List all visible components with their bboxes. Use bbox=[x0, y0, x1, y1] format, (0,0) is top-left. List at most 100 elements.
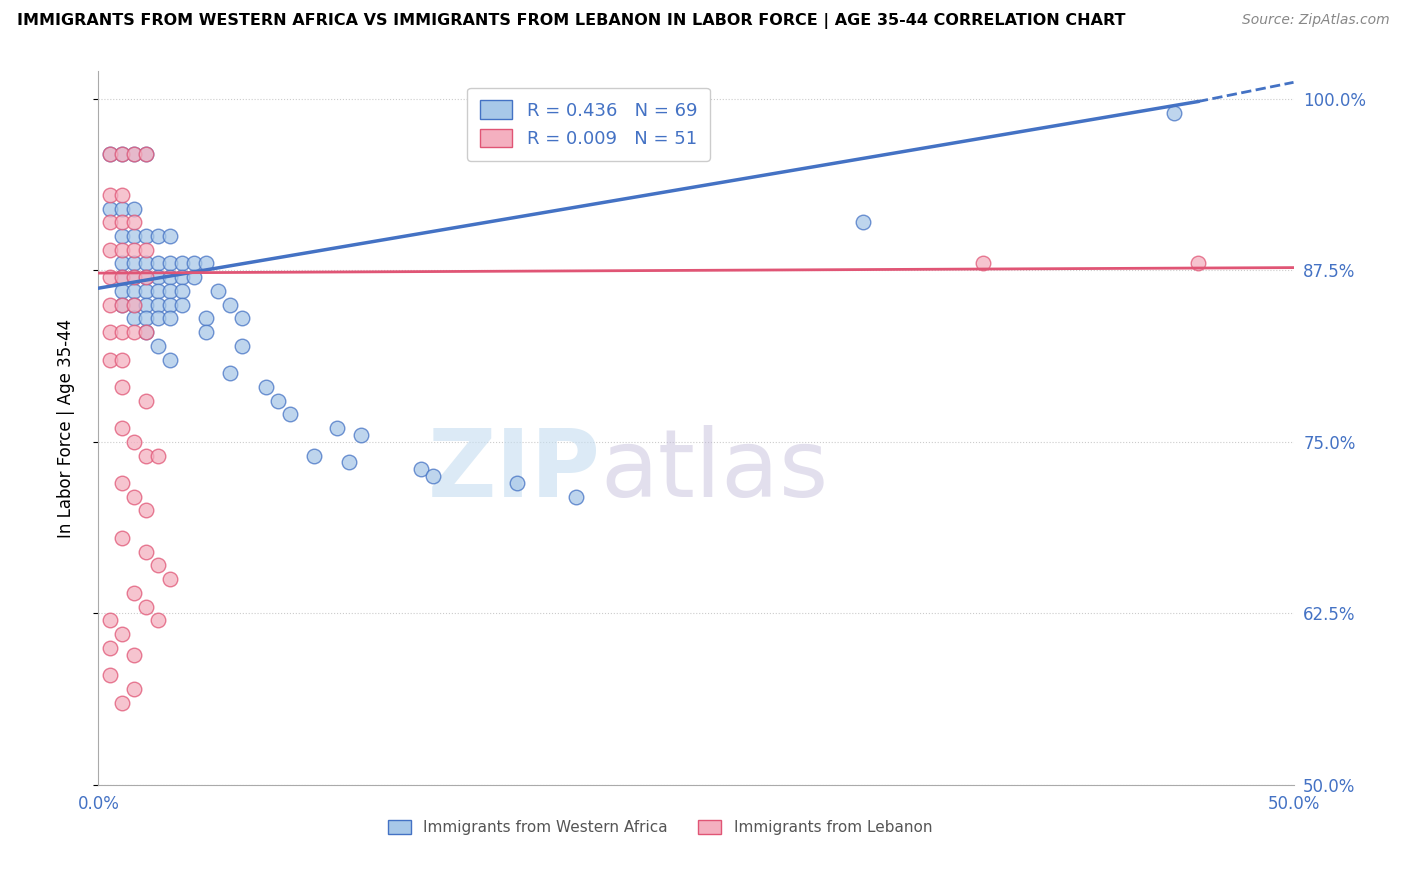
Point bbox=[111, 531, 134, 545]
Point bbox=[98, 325, 122, 339]
Point bbox=[852, 215, 875, 229]
Point bbox=[111, 270, 134, 285]
Point bbox=[98, 202, 122, 216]
Text: ZIP: ZIP bbox=[427, 425, 600, 517]
Point bbox=[111, 256, 134, 270]
Point bbox=[350, 428, 373, 442]
Point bbox=[124, 256, 146, 270]
Point bbox=[124, 270, 146, 285]
Point bbox=[124, 648, 146, 662]
Point bbox=[411, 462, 433, 476]
Point bbox=[148, 339, 170, 353]
Point bbox=[124, 490, 146, 504]
Point bbox=[98, 146, 122, 161]
Point bbox=[111, 696, 134, 710]
Text: atlas: atlas bbox=[600, 425, 828, 517]
Point bbox=[267, 393, 290, 408]
Point bbox=[98, 668, 122, 682]
Point bbox=[135, 298, 157, 312]
Point bbox=[159, 572, 181, 586]
Point bbox=[135, 284, 157, 298]
Point bbox=[135, 325, 157, 339]
Point bbox=[124, 270, 146, 285]
Point bbox=[278, 408, 301, 422]
Point bbox=[148, 229, 170, 244]
Point bbox=[148, 270, 170, 285]
Text: Source: ZipAtlas.com: Source: ZipAtlas.com bbox=[1241, 13, 1389, 28]
Point bbox=[148, 558, 170, 573]
Point bbox=[254, 380, 277, 394]
Point bbox=[98, 298, 122, 312]
Point bbox=[302, 449, 325, 463]
Point bbox=[219, 366, 242, 380]
Point bbox=[231, 339, 253, 353]
Point bbox=[565, 490, 588, 504]
Point bbox=[135, 229, 157, 244]
Point bbox=[98, 146, 122, 161]
Point bbox=[183, 270, 205, 285]
Point bbox=[172, 284, 194, 298]
Point bbox=[195, 325, 218, 339]
Point bbox=[111, 298, 134, 312]
Point bbox=[98, 270, 122, 285]
Point bbox=[135, 146, 157, 161]
Point bbox=[159, 256, 181, 270]
Point bbox=[98, 352, 122, 367]
Point bbox=[111, 325, 134, 339]
Point bbox=[326, 421, 349, 435]
Point bbox=[135, 503, 157, 517]
Point bbox=[124, 146, 146, 161]
Legend: Immigrants from Western Africa, Immigrants from Lebanon: Immigrants from Western Africa, Immigran… bbox=[382, 814, 938, 841]
Point bbox=[148, 284, 170, 298]
Point bbox=[135, 243, 157, 257]
Point bbox=[172, 256, 194, 270]
Point bbox=[111, 352, 134, 367]
Point bbox=[124, 586, 146, 600]
Point bbox=[98, 613, 122, 627]
Point bbox=[124, 681, 146, 696]
Point bbox=[172, 270, 194, 285]
Point bbox=[124, 215, 146, 229]
Point bbox=[159, 352, 181, 367]
Point bbox=[207, 284, 229, 298]
Point bbox=[111, 476, 134, 491]
Point bbox=[111, 298, 134, 312]
Point bbox=[172, 298, 194, 312]
Point bbox=[124, 311, 146, 326]
Point bbox=[124, 202, 146, 216]
Point bbox=[124, 284, 146, 298]
Point bbox=[124, 146, 146, 161]
Point bbox=[111, 229, 134, 244]
Point bbox=[98, 243, 122, 257]
Point bbox=[159, 298, 181, 312]
Point bbox=[148, 449, 170, 463]
Point bbox=[111, 243, 134, 257]
Point bbox=[135, 393, 157, 408]
Point bbox=[148, 613, 170, 627]
Point bbox=[111, 146, 134, 161]
Point bbox=[111, 284, 134, 298]
Point bbox=[135, 146, 157, 161]
Point bbox=[148, 311, 170, 326]
Point bbox=[98, 215, 122, 229]
Point bbox=[135, 270, 157, 285]
Point bbox=[195, 256, 218, 270]
Point bbox=[159, 311, 181, 326]
Point bbox=[219, 298, 242, 312]
Point bbox=[195, 311, 218, 326]
Text: IMMIGRANTS FROM WESTERN AFRICA VS IMMIGRANTS FROM LEBANON IN LABOR FORCE | AGE 3: IMMIGRANTS FROM WESTERN AFRICA VS IMMIGR… bbox=[17, 13, 1125, 29]
Point bbox=[159, 270, 181, 285]
Point bbox=[135, 544, 157, 558]
Point bbox=[1187, 256, 1209, 270]
Point bbox=[98, 640, 122, 655]
Point bbox=[506, 476, 529, 491]
Point bbox=[183, 256, 205, 270]
Point bbox=[111, 215, 134, 229]
Point bbox=[159, 284, 181, 298]
Point bbox=[111, 187, 134, 202]
Point bbox=[339, 455, 361, 469]
Point bbox=[148, 256, 170, 270]
Point bbox=[422, 469, 444, 483]
Point bbox=[98, 187, 122, 202]
Point bbox=[124, 243, 146, 257]
